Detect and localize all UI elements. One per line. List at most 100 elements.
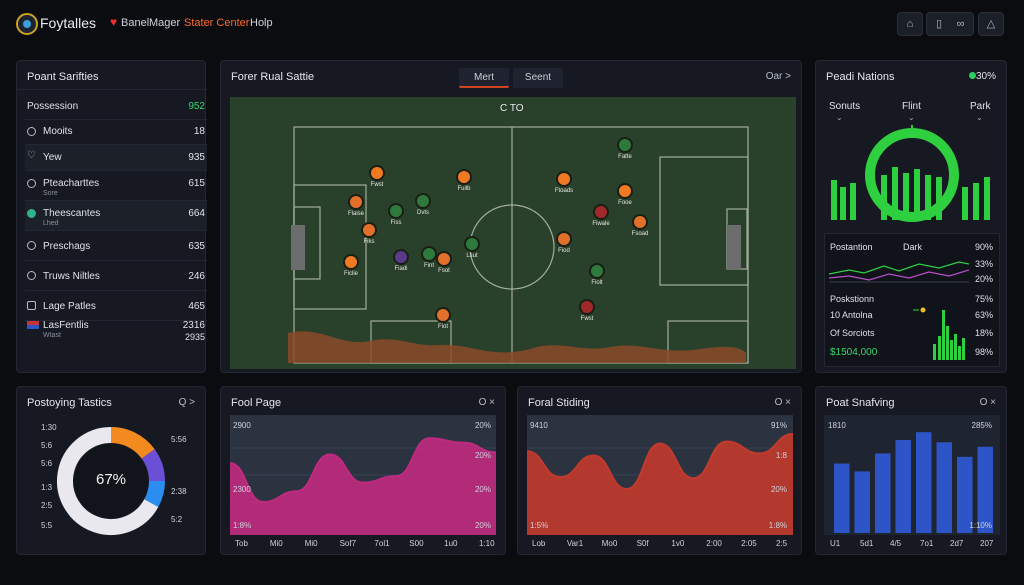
player-label: Fint: [423, 263, 434, 269]
nav-item-stater-center[interactable]: Stater Center: [184, 17, 250, 29]
player-marker[interactable]: [421, 246, 437, 262]
stat-value: 615: [188, 178, 205, 189]
player-label: Fatte: [618, 154, 632, 160]
nav-item-mager[interactable]: Mager: [149, 17, 181, 29]
foral-control[interactable]: O ×: [774, 397, 791, 408]
fool-page-title: Fool Page: [231, 397, 282, 409]
flag-icon: [27, 321, 39, 329]
player-marker[interactable]: [556, 231, 572, 247]
player-marker[interactable]: [556, 171, 572, 187]
fool-page-panel: Fool Page O × 2900 2300 1:8% 20% 20% 20%…: [220, 386, 506, 555]
y-tick-left: 9410: [530, 421, 548, 430]
player-marker[interactable]: [343, 254, 359, 270]
player-marker[interactable]: [415, 193, 431, 209]
tab-seent[interactable]: Seent: [513, 68, 563, 88]
player-marker[interactable]: [617, 183, 633, 199]
x-tick-label: 2:05: [741, 539, 757, 548]
player-marker[interactable]: [589, 263, 605, 279]
player-marker[interactable]: [464, 236, 480, 252]
x-tick-label: 1v0: [671, 539, 685, 548]
donut-tick: 2:5: [41, 501, 53, 510]
player-marker[interactable]: [361, 222, 377, 238]
player-label: Lsut: [466, 253, 478, 259]
link-icon[interactable]: ∞: [948, 12, 974, 36]
stat-value: 18: [193, 126, 205, 137]
x-tick-label: 207: [980, 539, 994, 548]
player-marker[interactable]: [369, 165, 385, 181]
player-marker[interactable]: [617, 137, 633, 153]
chevron-down-icon[interactable]: ⌄: [976, 113, 983, 122]
top-bar: Foytalles ♥ Banel Mager Stater Center Ho…: [0, 0, 1024, 48]
column-flint[interactable]: Flint: [902, 101, 921, 112]
fool-page-control[interactable]: O ×: [478, 397, 495, 408]
player-label: Ficlie: [343, 271, 358, 277]
player-label: Fiadi: [394, 266, 408, 272]
player-marker[interactable]: [579, 299, 595, 315]
tab-mert[interactable]: Mert: [459, 68, 509, 88]
foral-title: Foral Stiding: [528, 397, 590, 409]
player-marker[interactable]: [436, 251, 452, 267]
pitch-panel: Forer Rual Sattie Mert Seent Oar > C TO …: [220, 60, 802, 373]
nations-mini-bars: [913, 307, 965, 360]
player-label: Fiss: [390, 220, 402, 226]
stat-row-lasfentlis: LasFentlis Wtast 2316 2935: [25, 313, 207, 345]
document-icon[interactable]: ▯: [926, 12, 952, 36]
x-tick-label: 7ol1: [374, 539, 390, 548]
x-tick-label: 1u0: [444, 539, 458, 548]
donut-tick: 2:38: [171, 487, 187, 496]
x-tick-label: U1: [830, 539, 841, 548]
stat-label: Pteacharttes: [43, 178, 100, 189]
chevron-down-icon[interactable]: ⌄: [836, 113, 843, 122]
nav-item-holp[interactable]: Holp: [250, 17, 273, 29]
pitch-panel-title: Forer Rual Sattie: [231, 71, 315, 83]
stat-sublabel: Wtast: [43, 332, 61, 339]
bar: [834, 463, 850, 533]
pitch-control[interactable]: Oar >: [765, 71, 791, 82]
donut-slice: [141, 449, 165, 482]
y-tick-right: 20%: [474, 451, 491, 460]
stat-value: 952: [188, 101, 205, 112]
x-tick-label: Lob: [532, 539, 546, 548]
bell-icon[interactable]: △: [978, 12, 1004, 36]
y-tick-right: 91%: [770, 421, 787, 430]
player-marker[interactable]: [435, 307, 451, 323]
player-marker[interactable]: [456, 169, 472, 185]
column-sonuts[interactable]: Sonuts: [829, 101, 861, 112]
player-marker[interactable]: [393, 249, 409, 265]
home-icon[interactable]: ⌂: [897, 12, 923, 36]
bar: [875, 453, 891, 533]
player-label: Fiolt: [591, 280, 603, 286]
x-tick-label: 7o1: [920, 539, 934, 548]
shafving-control[interactable]: O ×: [979, 397, 996, 408]
stat-value: 664: [188, 208, 205, 219]
stat-sublabel: Sore: [43, 190, 58, 197]
x-tick-label: Var1: [566, 539, 584, 548]
refresh-icon: [27, 271, 36, 280]
x-tick-label: Mo0: [601, 539, 618, 548]
brand-logo-icon: [16, 13, 38, 35]
detail-value: 18%: [974, 328, 993, 338]
chevron-down-icon[interactable]: ⌄: [908, 113, 915, 122]
bar: [895, 440, 911, 533]
football-pitch: C TO Fwst Fuilb Flaise Dvts Fiss Fiks Fint Fiad…: [230, 97, 796, 369]
y-tick-right: 20%: [770, 485, 787, 494]
column-park[interactable]: Park: [970, 101, 991, 112]
detail-value: 90%: [974, 242, 993, 252]
globe-icon: [27, 209, 36, 218]
x-tick-label: 1:10: [479, 539, 495, 548]
player-marker[interactable]: [348, 194, 364, 210]
nav-item-banel[interactable]: Banel: [121, 17, 150, 29]
bar: [957, 456, 973, 533]
player-label: Fiod: [558, 248, 570, 254]
tactics-search-control[interactable]: Q >: [178, 397, 195, 408]
heart-outline-icon: ♡: [27, 150, 36, 161]
x-tick-label: Tob: [235, 539, 248, 548]
player-marker[interactable]: [388, 203, 404, 219]
donut-slice: [144, 480, 165, 508]
tactics-donut-chart: [57, 427, 165, 535]
players-layer: Fwst Fuilb Flaise Dvts Fiss Fiks Fint Fiadi Lsut…: [230, 97, 796, 369]
stat-value: 246: [188, 271, 205, 282]
player-marker[interactable]: [593, 204, 609, 220]
donut-tick: 5:6: [41, 459, 53, 468]
player-marker[interactable]: [632, 214, 648, 230]
